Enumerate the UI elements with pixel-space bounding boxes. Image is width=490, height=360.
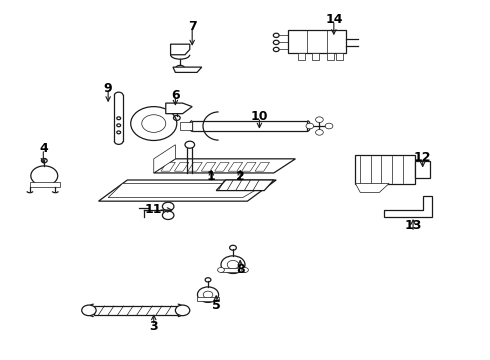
Polygon shape xyxy=(108,184,267,198)
Polygon shape xyxy=(166,103,192,114)
Polygon shape xyxy=(197,297,219,301)
Text: 14: 14 xyxy=(325,13,343,26)
Circle shape xyxy=(31,166,58,186)
Circle shape xyxy=(131,107,177,140)
Circle shape xyxy=(175,305,190,316)
Polygon shape xyxy=(161,162,175,171)
Text: 1: 1 xyxy=(207,170,216,183)
Text: 2: 2 xyxy=(236,170,245,183)
Text: 11: 11 xyxy=(145,203,163,216)
Polygon shape xyxy=(30,182,60,187)
Circle shape xyxy=(306,123,314,129)
Text: 5: 5 xyxy=(212,299,220,312)
Text: 10: 10 xyxy=(251,110,268,123)
Polygon shape xyxy=(188,162,202,171)
Polygon shape xyxy=(154,159,295,173)
Polygon shape xyxy=(336,53,343,60)
Text: 7: 7 xyxy=(188,20,196,33)
Polygon shape xyxy=(228,162,243,171)
Polygon shape xyxy=(355,184,389,192)
Polygon shape xyxy=(221,268,245,272)
Text: 13: 13 xyxy=(404,219,422,232)
Circle shape xyxy=(316,117,323,122)
Polygon shape xyxy=(98,180,276,201)
Text: 8: 8 xyxy=(236,264,245,276)
Circle shape xyxy=(162,202,174,211)
Circle shape xyxy=(242,267,248,273)
Circle shape xyxy=(82,305,96,316)
Circle shape xyxy=(175,66,185,72)
Circle shape xyxy=(218,267,224,273)
Polygon shape xyxy=(216,180,274,190)
Circle shape xyxy=(316,130,323,135)
Polygon shape xyxy=(180,122,192,130)
Circle shape xyxy=(325,123,333,129)
Polygon shape xyxy=(201,162,216,171)
Polygon shape xyxy=(416,161,430,178)
Polygon shape xyxy=(384,196,432,217)
Text: 4: 4 xyxy=(39,142,48,155)
Text: 9: 9 xyxy=(104,82,113,95)
Polygon shape xyxy=(355,155,416,184)
Polygon shape xyxy=(288,30,346,53)
Circle shape xyxy=(162,211,174,220)
Polygon shape xyxy=(242,162,256,171)
Polygon shape xyxy=(171,44,190,55)
Polygon shape xyxy=(298,53,305,60)
Polygon shape xyxy=(327,53,334,60)
Circle shape xyxy=(185,141,195,148)
Polygon shape xyxy=(192,121,307,131)
Circle shape xyxy=(221,256,245,274)
Polygon shape xyxy=(173,67,202,72)
Polygon shape xyxy=(94,306,178,315)
Circle shape xyxy=(197,287,219,302)
Polygon shape xyxy=(154,145,175,173)
Polygon shape xyxy=(312,53,319,60)
Text: 12: 12 xyxy=(414,150,431,163)
Text: 6: 6 xyxy=(171,89,180,102)
Polygon shape xyxy=(215,162,229,171)
Text: 3: 3 xyxy=(149,320,158,333)
Polygon shape xyxy=(255,162,270,171)
Polygon shape xyxy=(174,162,189,171)
